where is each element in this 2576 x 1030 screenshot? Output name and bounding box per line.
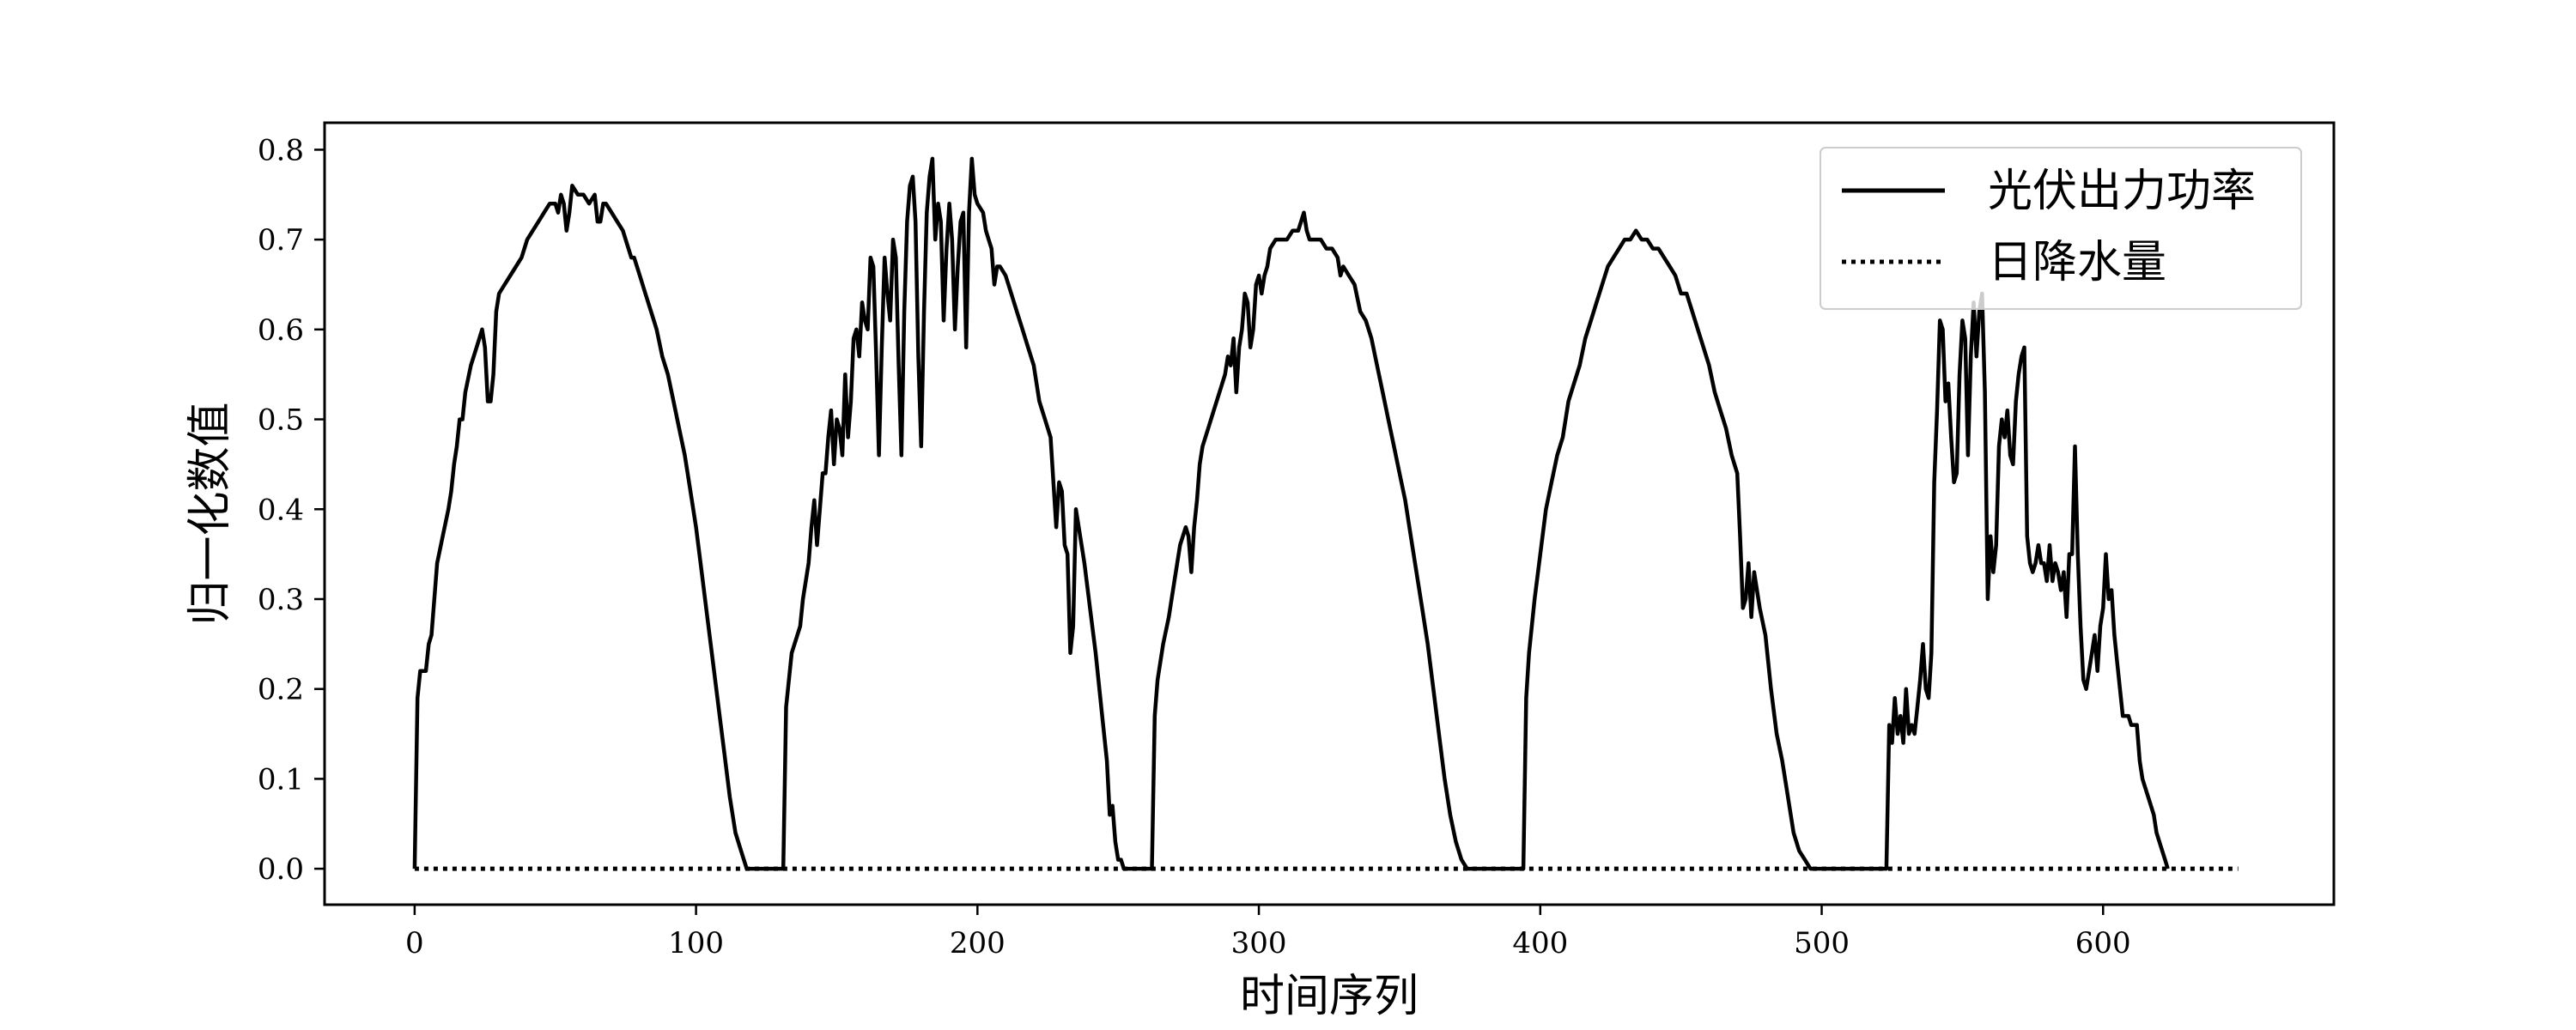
y-tick-label: 0.5	[258, 403, 304, 438]
x-tick-label: 100	[668, 926, 724, 960]
y-axis-title: 归一化数值	[185, 402, 236, 625]
y-tick-label: 0.4	[258, 493, 304, 527]
legend-label-precipitation: 日降水量	[1988, 237, 2166, 288]
plot-frame	[323, 121, 2336, 906]
x-tick-label: 600	[2075, 926, 2131, 960]
legend: 光伏出力功率 日降水量	[1820, 147, 2302, 310]
legend-box	[1820, 147, 2302, 310]
y-tick-label: 0.0	[258, 852, 304, 887]
x-tick-label: 500	[1794, 926, 1850, 960]
x-axis: 0 100 200 300 400 500 600	[405, 905, 2131, 960]
x-tick-label: 300	[1231, 926, 1287, 960]
axes-frame	[323, 121, 2336, 906]
y-tick-label: 0.3	[258, 583, 304, 617]
x-axis-title: 时间序列	[1240, 971, 1419, 1022]
x-tick-label: 0	[405, 926, 424, 960]
y-tick-label: 0.6	[258, 313, 304, 348]
x-tick-label: 200	[950, 926, 1005, 960]
y-axis: 0.0 0.1 0.2 0.3 0.4 0.5 0.6 0.7 0.8	[258, 133, 325, 887]
y-tick-label: 0.7	[258, 223, 304, 258]
y-tick-label: 0.1	[258, 762, 304, 797]
y-tick-label: 0.2	[258, 673, 304, 707]
legend-label-pv-power: 光伏出力功率	[1988, 166, 2256, 217]
x-tick-label: 400	[1512, 926, 1568, 960]
y-tick-label: 0.8	[258, 133, 304, 167]
